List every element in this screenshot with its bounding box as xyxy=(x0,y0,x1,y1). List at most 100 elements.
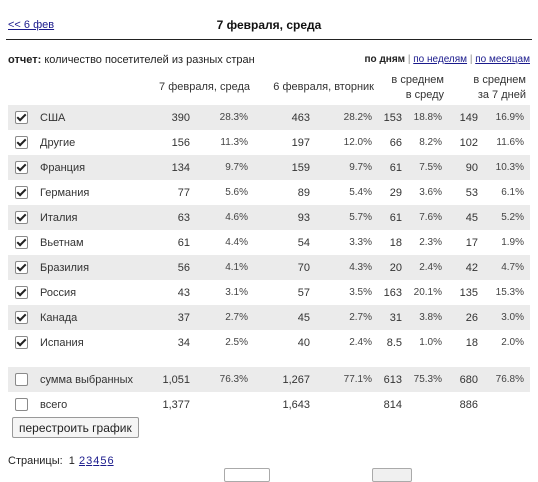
percent-cell: 15.3% xyxy=(484,280,530,305)
value-cell: 45 xyxy=(448,205,484,230)
percent-cell: 1.9% xyxy=(484,230,530,255)
percent-cell: 28.3% xyxy=(196,105,254,130)
row-label: Франция xyxy=(34,155,152,180)
table-row: Франция 134 9.7% 159 9.7% 61 7.5% 90 10.3% xyxy=(8,155,530,180)
period-separator: | xyxy=(407,54,411,65)
row-checkbox[interactable] xyxy=(14,111,28,124)
prev-day-link[interactable]: << 6 фев xyxy=(8,19,55,31)
table-row: Другие 156 11.3% 197 12.0% 66 8.2% 102 11.6% xyxy=(8,130,530,155)
table-row: Испания 34 2.5% 40 2.4% 8.5 1.0% 18 2.0% xyxy=(8,330,530,355)
percent-cell xyxy=(196,392,254,417)
percent-cell: 28.2% xyxy=(316,105,378,130)
report-label: отчет: xyxy=(8,54,42,66)
percent-cell: 18.8% xyxy=(408,105,448,130)
period-weeks-link[interactable]: по неделям xyxy=(413,54,468,65)
value-cell: 77 xyxy=(152,180,196,205)
percent-cell: 3.6% xyxy=(408,180,448,205)
percent-cell: 1.0% xyxy=(408,330,448,355)
table-row: всего 1,377 1,643 814 886 xyxy=(8,392,530,417)
row-checkbox[interactable] xyxy=(14,286,28,299)
percent-cell: 11.3% xyxy=(196,130,254,155)
page-link-2[interactable]: 2 xyxy=(78,455,86,467)
col-avg-wed-header: в среднем в среду xyxy=(391,73,444,101)
value-cell: 42 xyxy=(448,255,484,280)
percent-cell: 2.7% xyxy=(196,305,254,330)
row-checkbox[interactable] xyxy=(14,136,28,149)
row-label: Вьетнам xyxy=(34,230,152,255)
percent-cell: 4.3% xyxy=(316,255,378,280)
value-cell: 56 xyxy=(152,255,196,280)
value-cell: 134 xyxy=(152,155,196,180)
bottom-input-partial[interactable] xyxy=(224,468,270,482)
top-navigation: << 6 фев 7 февраля, среда xyxy=(6,0,532,40)
percent-cell: 2.4% xyxy=(316,330,378,355)
percent-cell: 4.6% xyxy=(196,205,254,230)
col-avg7-header: в среднем за 7 дней xyxy=(473,73,526,101)
value-cell: 149 xyxy=(448,105,484,130)
value-cell: 8.5 xyxy=(378,330,408,355)
percent-cell: 76.8% xyxy=(484,367,530,392)
percent-cell: 12.0% xyxy=(316,130,378,155)
percent-cell: 3.1% xyxy=(196,280,254,305)
row-checkbox[interactable] xyxy=(14,261,28,274)
value-cell: 93 xyxy=(254,205,316,230)
page-link-6[interactable]: 6 xyxy=(107,455,114,467)
percent-cell: 4.7% xyxy=(484,255,530,280)
period-separator: | xyxy=(469,54,473,65)
table-spacer xyxy=(8,355,530,367)
value-cell: 34 xyxy=(152,330,196,355)
value-cell: 61 xyxy=(152,230,196,255)
pagination-current: 1 xyxy=(68,455,75,467)
value-cell: 26 xyxy=(448,305,484,330)
table-row: США 390 28.3% 463 28.2% 153 18.8% 149 16.9% xyxy=(8,105,530,130)
value-cell: 17 xyxy=(448,230,484,255)
percent-cell: 6.1% xyxy=(484,180,530,205)
percent-cell: 9.7% xyxy=(196,155,254,180)
table-row: Бразилия 56 4.1% 70 4.3% 20 2.4% 42 4.7% xyxy=(8,255,530,280)
value-cell: 159 xyxy=(254,155,316,180)
value-cell: 54 xyxy=(254,230,316,255)
row-checkbox[interactable] xyxy=(14,311,28,324)
row-checkbox[interactable] xyxy=(14,336,28,349)
value-cell: 61 xyxy=(378,205,408,230)
value-cell: 31 xyxy=(378,305,408,330)
rebuild-chart-button[interactable]: перестроить график xyxy=(12,417,139,438)
percent-cell xyxy=(408,392,448,417)
row-label: Бразилия xyxy=(34,255,152,280)
row-label: всего xyxy=(34,392,152,417)
bottom-button-partial[interactable] xyxy=(372,468,412,482)
percent-cell: 76.3% xyxy=(196,367,254,392)
value-cell: 18 xyxy=(378,230,408,255)
value-cell: 18 xyxy=(448,330,484,355)
page-link-3[interactable]: 3 xyxy=(86,455,93,467)
percent-cell xyxy=(316,392,378,417)
value-cell: 66 xyxy=(378,130,408,155)
row-checkbox[interactable] xyxy=(14,186,28,199)
report-description: отчет: количество посетителей из разных … xyxy=(8,54,255,66)
pagination: Страницы: 1 23456 xyxy=(8,455,114,467)
value-cell: 37 xyxy=(152,305,196,330)
row-checkbox[interactable] xyxy=(14,161,28,174)
percent-cell: 5.2% xyxy=(484,205,530,230)
percent-cell: 75.3% xyxy=(408,367,448,392)
table-row: сумма выбранных 1,051 76.3% 1,267 77.1% 613 75… xyxy=(8,367,530,392)
row-label: Канада xyxy=(34,305,152,330)
value-cell: 153 xyxy=(378,105,408,130)
period-months-link[interactable]: по месяцам xyxy=(475,54,530,65)
row-label: Германия xyxy=(34,180,152,205)
percent-cell: 7.5% xyxy=(408,155,448,180)
col-day2-header: 6 февраля, вторник xyxy=(273,81,374,93)
table-row: Россия 43 3.1% 57 3.5% 163 20.1% 135 15.3% xyxy=(8,280,530,305)
percent-cell: 2.3% xyxy=(408,230,448,255)
row-checkbox[interactable] xyxy=(14,398,28,411)
row-checkbox[interactable] xyxy=(14,373,28,386)
value-cell: 45 xyxy=(254,305,316,330)
percent-cell: 9.7% xyxy=(316,155,378,180)
percent-cell: 3.3% xyxy=(316,230,378,255)
page-link-4[interactable]: 4 xyxy=(93,455,100,467)
row-checkbox[interactable] xyxy=(14,211,28,224)
page-link-5[interactable]: 5 xyxy=(100,455,107,467)
value-cell: 163 xyxy=(378,280,408,305)
row-label: Другие xyxy=(34,130,152,155)
row-checkbox[interactable] xyxy=(14,236,28,249)
